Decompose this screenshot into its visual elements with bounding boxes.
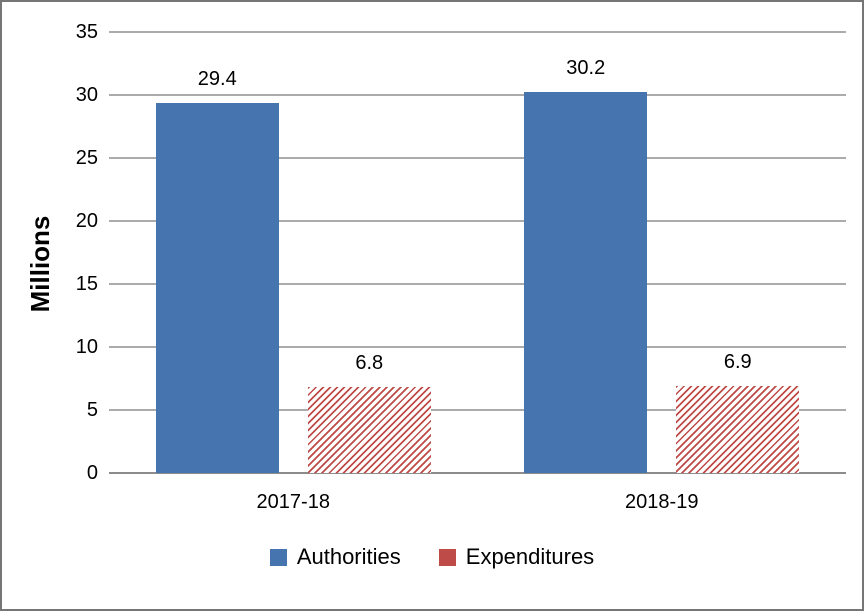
gridline (109, 94, 846, 96)
legend-swatch-expenditures (438, 548, 456, 566)
value-label-expenditures-2018-19: 6.9 (723, 351, 752, 374)
y-axis-title: Millions (25, 215, 55, 313)
y-tick-label: 30 (75, 84, 98, 106)
value-label-authorities-2017-18: 29.4 (197, 67, 237, 90)
gridline (109, 220, 846, 222)
legend-swatch-authorities (269, 548, 287, 566)
x-axis-line (109, 472, 846, 474)
y-tick-label: 10 (75, 336, 98, 358)
gridline (109, 283, 846, 285)
y-tick-label: 15 (75, 273, 98, 295)
legend-label-expenditures: Expenditures (465, 544, 595, 569)
bar-authorities-2018-19 (524, 92, 648, 473)
gridline (109, 31, 846, 33)
gridline (109, 409, 846, 411)
y-tick-label: 0 (86, 462, 98, 484)
x-category-label: 2018-19 (625, 491, 699, 513)
legend-label-authorities: Authorities (296, 544, 401, 569)
value-label-expenditures-2017-18: 6.8 (355, 352, 384, 375)
legend-item-authorities: Authorities (269, 544, 401, 570)
x-category-label: 2017-18 (256, 491, 330, 513)
y-tick-label: 25 (75, 147, 98, 169)
legend: Authorities Expenditures (2, 544, 862, 570)
y-tick-label: 35 (75, 21, 98, 43)
bar-expenditures-2018-19 (676, 386, 800, 473)
gridline (109, 346, 846, 348)
y-tick-label: 20 (75, 210, 98, 232)
legend-item-expenditures: Expenditures (438, 544, 595, 570)
gridline (109, 157, 846, 159)
y-tick-label: 5 (86, 399, 98, 421)
bar-expenditures-2017-18 (307, 387, 431, 473)
value-label-authorities-2018-19: 30.2 (566, 57, 606, 80)
bar-authorities-2017-18 (155, 102, 279, 473)
